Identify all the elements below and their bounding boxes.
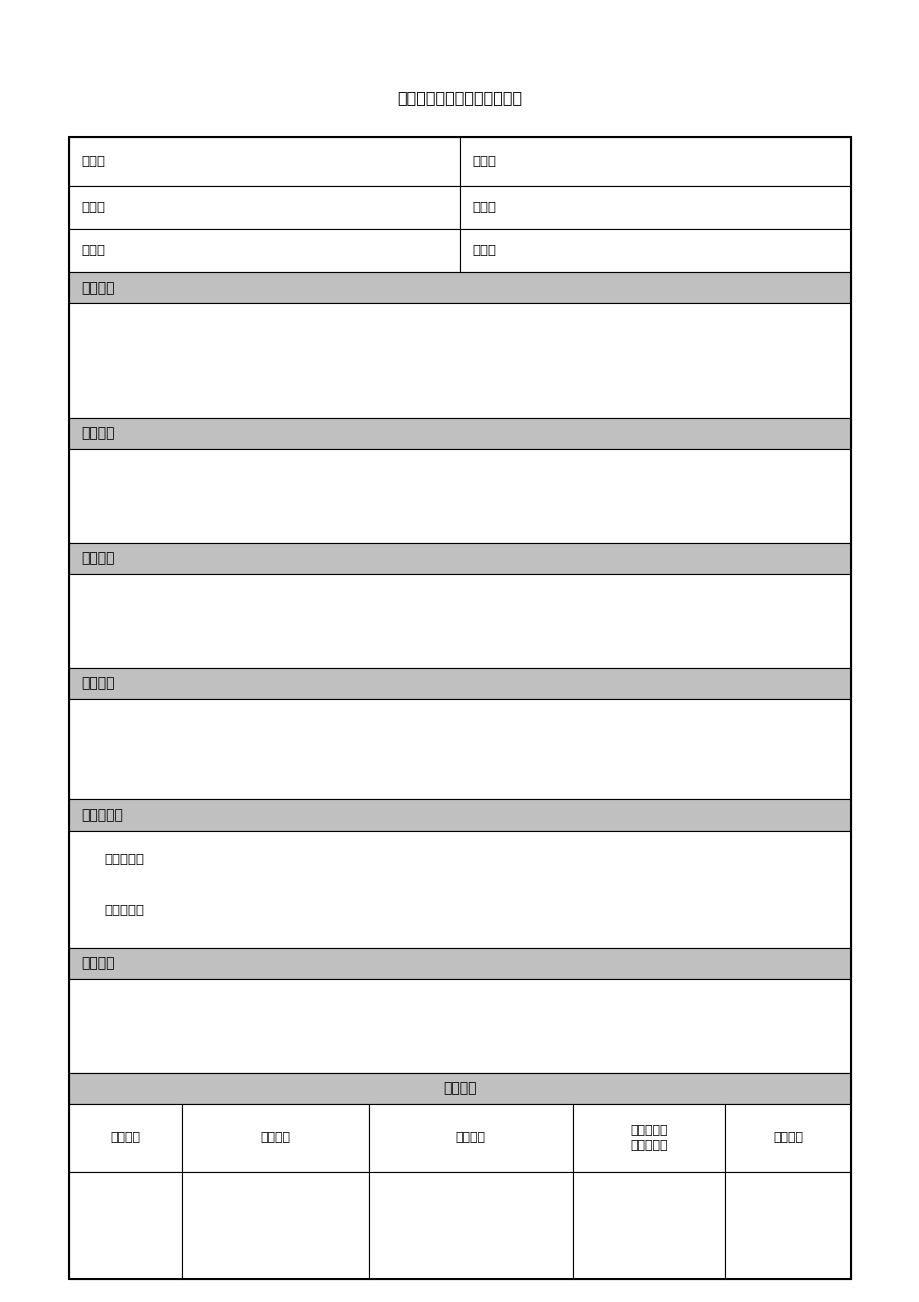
Bar	[69, 948, 850, 979]
Text: 学科：: 学科：	[81, 202, 105, 214]
Text: 教学重难点: 教学重难点	[81, 809, 123, 822]
Bar	[69, 1104, 182, 1172]
Text: 基于平台的课堂教学设计模板: 基于平台的课堂教学设计模板	[397, 90, 522, 105]
Text: 姓名：: 姓名：	[471, 155, 495, 168]
Bar	[69, 799, 850, 831]
Bar	[69, 137, 460, 186]
Text: 教师活动: 教师活动	[260, 1131, 290, 1144]
Bar	[724, 1172, 850, 1279]
Bar	[69, 418, 850, 449]
Bar	[69, 1172, 182, 1279]
Bar	[69, 668, 850, 699]
Bar	[69, 1073, 850, 1104]
Bar	[69, 449, 850, 543]
Bar	[369, 1172, 573, 1279]
Text: 教学目标: 教学目标	[81, 677, 114, 690]
Bar	[69, 831, 850, 948]
Text: 课题：: 课题：	[81, 245, 105, 256]
Text: 学生活动: 学生活动	[456, 1131, 485, 1144]
Text: 教学过程: 教学过程	[443, 1082, 476, 1095]
Text: 教学环节: 教学环节	[110, 1131, 141, 1144]
Text: 学情分析: 学情分析	[81, 552, 114, 565]
Text: 教学难点：: 教学难点：	[104, 904, 143, 917]
Text: 内容分析: 内容分析	[81, 427, 114, 440]
Bar	[69, 979, 850, 1073]
Bar	[69, 229, 460, 272]
Bar	[460, 186, 850, 229]
Bar	[69, 186, 460, 229]
Bar	[460, 229, 850, 272]
Bar	[69, 137, 850, 1279]
Bar	[573, 1104, 724, 1172]
Text: 设计意图: 设计意图	[772, 1131, 802, 1144]
Text: 课标分析: 课标分析	[81, 281, 114, 294]
Text: 教学方法: 教学方法	[81, 957, 114, 970]
Bar	[69, 303, 850, 418]
Text: 教学重点：: 教学重点：	[104, 854, 143, 866]
Bar	[69, 543, 850, 574]
Bar	[369, 1104, 573, 1172]
Bar	[182, 1104, 369, 1172]
Bar	[182, 1172, 369, 1279]
Text: 教材：: 教材：	[471, 245, 495, 256]
Bar	[460, 137, 850, 186]
Bar	[69, 574, 850, 668]
Bar	[69, 272, 850, 303]
Text: 教学资源及
技术的运用: 教学资源及 技术的运用	[630, 1124, 667, 1152]
Text: 年级：: 年级：	[471, 202, 495, 214]
Bar	[573, 1172, 724, 1279]
Bar	[724, 1104, 850, 1172]
Text: 学校：: 学校：	[81, 155, 105, 168]
Bar	[69, 699, 850, 799]
